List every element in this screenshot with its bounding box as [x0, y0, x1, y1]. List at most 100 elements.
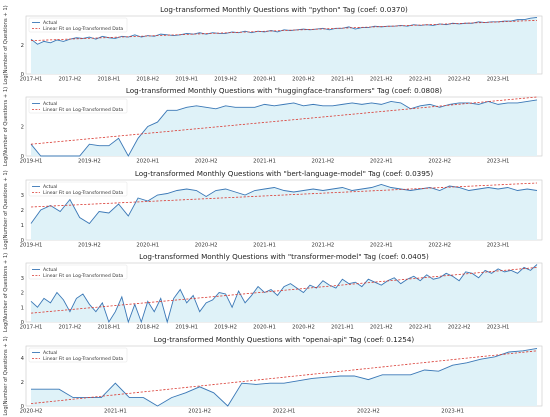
x-tick-label: 2020-H2	[292, 77, 315, 83]
subplot-4: Log-transformed Monthly Questions with "…	[3, 252, 543, 332]
x-tick-label: 2020-H1	[253, 77, 276, 83]
legend-actual-label: Actual	[43, 20, 57, 26]
x-tick-label: 2019-H1	[175, 77, 198, 83]
x-tick-label: 2021-H1	[253, 243, 276, 249]
y-tick-label: 2	[21, 380, 24, 386]
x-tick-label: 2018-H2	[136, 325, 159, 331]
y-tick-label: 3	[21, 276, 24, 282]
actual-line	[30, 99, 538, 157]
plot-title: Log-transformed Monthly Questions with "…	[154, 335, 415, 344]
x-tick-label: 2023-H1	[487, 325, 510, 331]
x-tick-label: 2022-H1	[273, 409, 296, 415]
legend-fit-label: Linear Fit on Log-Transformed Data	[43, 356, 123, 362]
y-axis-label: Log(Number of Questions + 1)	[3, 87, 9, 166]
x-tick-label: 2021-H2	[370, 325, 393, 331]
y-tick-label: 2	[21, 291, 24, 297]
x-tick-label: 2021-H2	[188, 409, 211, 415]
y-tick-label: 2	[21, 125, 24, 131]
x-tick-label: 2018-H1	[97, 77, 120, 83]
legend-fit-label: Linear Fit on Log-Transformed Data	[43, 190, 123, 196]
x-tick-label: 2019-H2	[214, 77, 237, 83]
linear-fit-line	[30, 96, 538, 145]
x-tick-label: 2022-H2	[448, 77, 471, 83]
subplot-3: Log-transformed Monthly Questions with "…	[3, 169, 543, 250]
legend-actual-label: Actual	[43, 101, 57, 107]
x-tick-label: 2017-H2	[59, 325, 82, 331]
x-tick-label: 2023-H1	[487, 243, 510, 249]
y-tick-label: 1	[21, 305, 24, 311]
x-tick-label: 2023-H1	[487, 77, 510, 83]
legend	[28, 347, 128, 363]
x-tick-label: 2021-H1	[331, 325, 354, 331]
y-axis-label: Log(Number of Questions + 1)	[3, 170, 9, 249]
legend	[28, 181, 128, 197]
linear-fit-line	[30, 267, 538, 314]
subplot-2: Log-transformed Monthly Questions with "…	[3, 86, 543, 166]
y-tick-label: 0	[21, 238, 25, 244]
actual-line	[30, 17, 538, 45]
legend	[28, 17, 128, 33]
subplot-5: Log-transformed Monthly Questions with "…	[3, 335, 543, 416]
x-tick-label: 2019-H1	[20, 159, 43, 165]
linear-fit-line	[30, 19, 538, 42]
y-axis-label: Log(Number of Questions + 1)	[3, 253, 9, 332]
y-tick-label: 0	[21, 72, 25, 78]
x-tick-label: 2022-H2	[428, 159, 451, 165]
actual-line	[30, 184, 538, 225]
legend	[28, 98, 128, 114]
x-tick-label: 2020-H2	[20, 409, 43, 415]
legend	[28, 264, 128, 280]
y-tick-label: 3	[21, 193, 24, 199]
legend-actual-label: Actual	[43, 350, 57, 356]
x-tick-label: 2022-H1	[370, 159, 393, 165]
legend-actual-label: Actual	[43, 184, 57, 190]
x-tick-label: 2021-H2	[312, 243, 335, 249]
x-tick-label: 2020-H2	[195, 159, 218, 165]
y-tick-label: 4	[21, 356, 25, 362]
y-axis-label: Log(Number of Questions + 1)	[3, 336, 9, 415]
x-tick-label: 2023-H1	[487, 159, 510, 165]
linear-fit-line	[30, 182, 538, 208]
legend-fit-label: Linear Fit on Log-Transformed Data	[43, 26, 123, 32]
plot-title: Log-transformed Monthly Questions with "…	[135, 169, 434, 178]
x-tick-label: 2018-H2	[136, 77, 159, 83]
y-tick-label: 1	[21, 223, 24, 229]
plot-title: Log-transformed Monthly Questions with "…	[160, 5, 408, 14]
x-tick-label: 2021-H2	[370, 77, 393, 83]
x-tick-label: 2019-H1	[175, 325, 198, 331]
plot-title: Log-transformed Monthly Questions with "…	[126, 86, 442, 95]
x-tick-label: 2019-H2	[78, 243, 101, 249]
y-axis-label: Log(Number of Questions + 1)	[3, 5, 9, 84]
x-tick-label: 2021-H1	[331, 77, 354, 83]
legend-actual-label: Actual	[43, 267, 57, 273]
x-tick-label: 2020-H1	[136, 159, 159, 165]
x-tick-label: 2021-H2	[312, 159, 335, 165]
x-tick-label: 2023-H1	[441, 409, 464, 415]
plot-title: Log-transformed Monthly Questions with "…	[139, 252, 429, 261]
actual-line	[30, 264, 538, 324]
x-tick-label: 2020-H1	[253, 325, 276, 331]
x-tick-label: 2017-H1	[20, 77, 43, 83]
y-tick-label: 0	[21, 154, 25, 160]
x-tick-label: 2019-H2	[78, 159, 101, 165]
legend-fit-label: Linear Fit on Log-Transformed Data	[43, 273, 123, 279]
x-tick-label: 2022-H1	[370, 243, 393, 249]
legend-fit-label: Linear Fit on Log-Transformed Data	[43, 107, 123, 113]
x-tick-label: 2022-H2	[448, 325, 471, 331]
y-tick-label: 2	[21, 43, 24, 49]
y-tick-label: 0	[21, 320, 25, 326]
x-tick-label: 2021-H1	[253, 159, 276, 165]
actual-line	[31, 347, 538, 407]
x-tick-label: 2019-H2	[214, 325, 237, 331]
actual-area-fill	[31, 17, 537, 74]
x-tick-label: 2017-H2	[59, 77, 82, 83]
actual-area-fill	[31, 184, 537, 240]
x-tick-label: 2020-H2	[292, 325, 315, 331]
y-tick-label: 2	[21, 208, 24, 214]
x-tick-label: 2022-H1	[409, 77, 432, 83]
subplot-1: Log-transformed Monthly Questions with "…	[3, 5, 543, 85]
x-tick-label: 2022-H2	[428, 243, 451, 249]
x-tick-label: 2021-H1	[104, 409, 127, 415]
actual-area-fill	[31, 99, 537, 156]
